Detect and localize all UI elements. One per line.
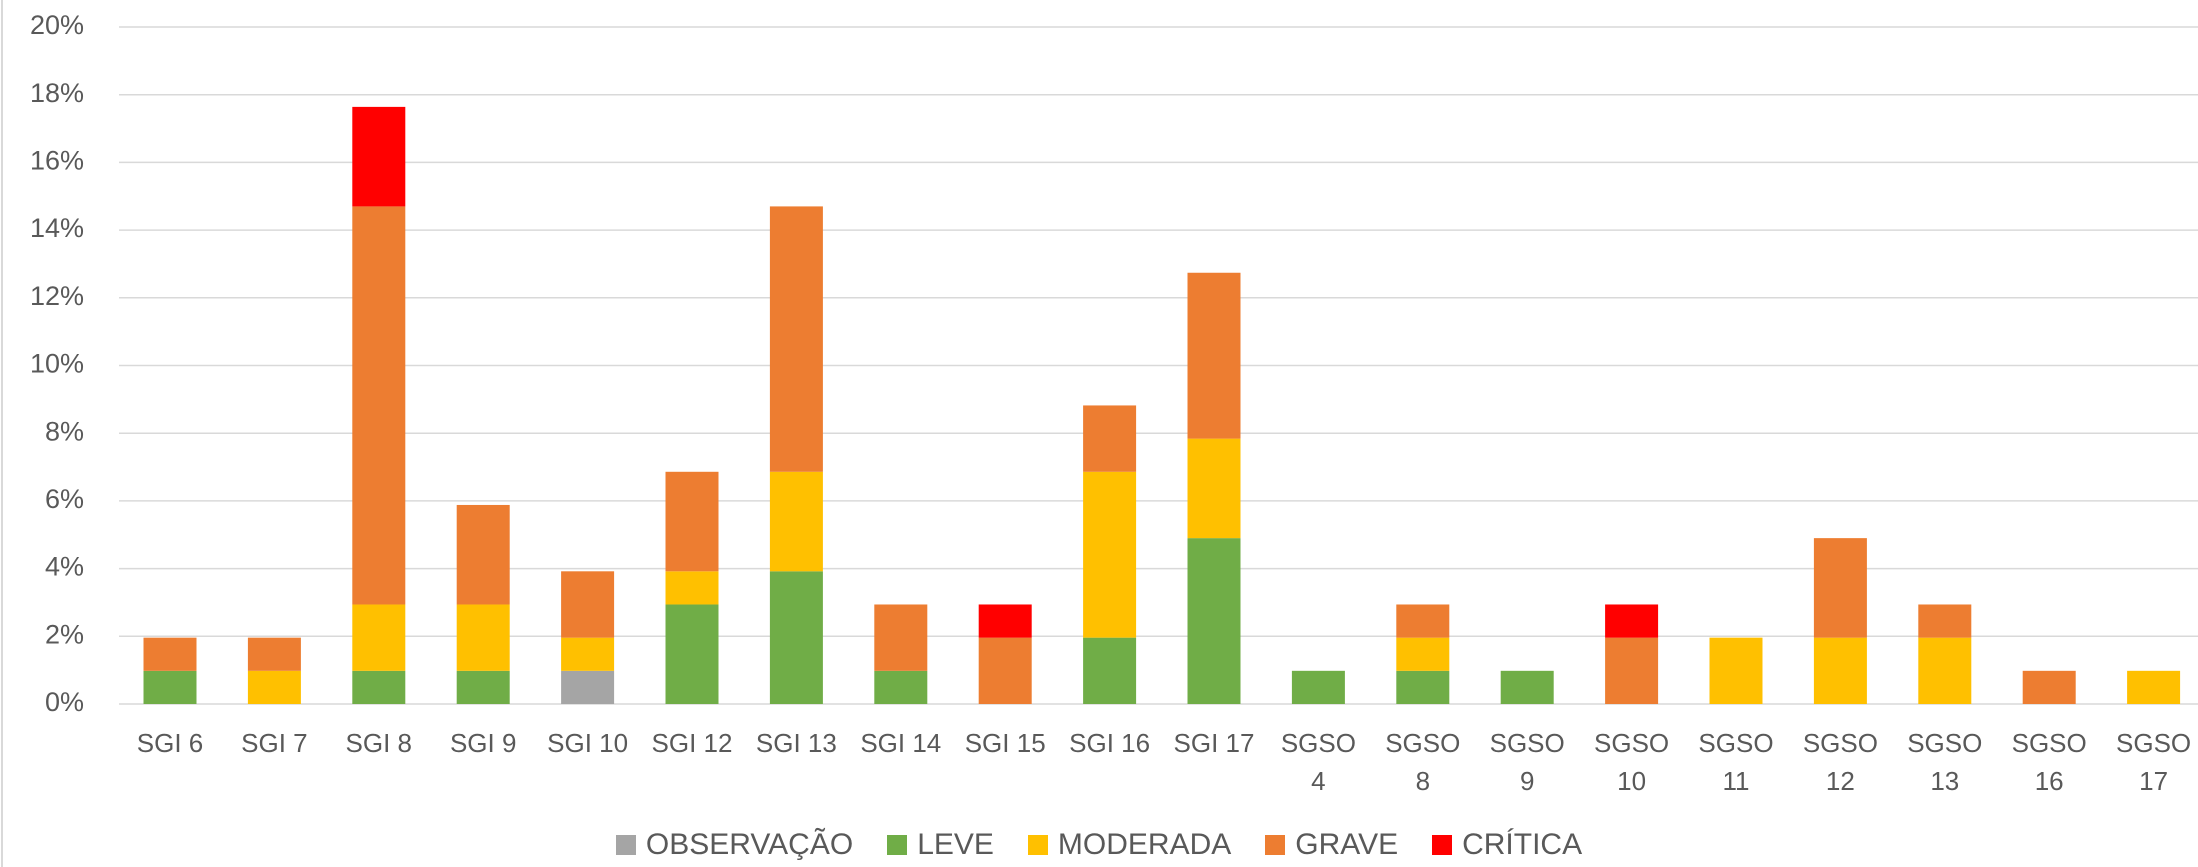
legend-swatch: [1027, 835, 1048, 855]
y-tick-label: 10%: [30, 349, 84, 379]
legend-item: LEVE: [887, 828, 994, 862]
legend-swatch: [1265, 835, 1286, 855]
bar-segment: [1291, 670, 1345, 704]
x-tick-label: SGSO 13: [1907, 728, 1983, 796]
legend-item: OBSERVAÇÃO: [615, 828, 854, 862]
x-tick-label: SGI 9: [449, 728, 517, 758]
x-tick-label: SGI 7: [241, 728, 308, 758]
x-tick-label: SGI 15: [964, 728, 1046, 758]
bar-segment: [1396, 604, 1450, 638]
bar-segment: [247, 637, 301, 671]
bar-segment: [1709, 637, 1763, 704]
y-tick-label: 0%: [45, 687, 84, 717]
legend-label: LEVE: [917, 828, 994, 861]
bar-segment: [1187, 538, 1241, 704]
bar-segment: [1187, 438, 1241, 539]
x-tick-label: SGI 8: [345, 728, 413, 758]
x-tick-label: SGI 13: [755, 728, 837, 758]
y-tick-label: 14%: [30, 213, 84, 243]
bar-segment: [2127, 670, 2181, 704]
y-tick-label: 2%: [45, 619, 84, 649]
x-tick-label: SGSO 12: [1802, 728, 1878, 796]
bar-segment: [978, 604, 1032, 638]
y-tick-label: 18%: [30, 78, 84, 108]
bar-segment: [352, 670, 406, 704]
bar-segment: [352, 106, 406, 207]
x-tick-label: SGSO 17: [2116, 728, 2192, 796]
bar-segment: [1083, 637, 1137, 704]
bar-segment: [1813, 538, 1867, 638]
x-tick-label: SGSO 10: [1594, 728, 1670, 796]
x-tick-label: SGI 14: [860, 728, 942, 758]
x-tick-label: SGSO 16: [2011, 728, 2087, 796]
bar-segment: [1083, 405, 1137, 472]
bar-segment: [1187, 272, 1241, 439]
bar-segment: [561, 571, 615, 638]
bar-segment: [769, 571, 823, 704]
y-tick-label: 4%: [45, 552, 84, 582]
bar-segment: [561, 637, 615, 671]
y-tick-label: 12%: [30, 281, 84, 311]
legend-label: GRAVE: [1295, 828, 1399, 861]
bar-segment: [1396, 637, 1450, 671]
bar-segment: [352, 604, 406, 671]
bar-segment: [1605, 604, 1659, 638]
bar-segment: [1500, 670, 1554, 704]
bar-segment: [456, 604, 510, 671]
bar-segment: [2022, 670, 2076, 704]
bar-segment: [665, 604, 719, 704]
bar-segment: [665, 571, 719, 605]
bar-segment: [456, 670, 510, 704]
y-tick-label: 6%: [45, 484, 84, 514]
legend-swatch: [887, 835, 908, 855]
bar-segment: [1813, 637, 1867, 704]
legend-label: CRÍTICA: [1462, 828, 1583, 861]
x-tick-label: SGSO 9: [1489, 728, 1565, 796]
x-tick-label: SGSO 8: [1385, 728, 1461, 796]
y-tick-label: 16%: [30, 146, 84, 176]
legend-item: MODERADA: [1027, 828, 1232, 862]
bar-segment: [874, 604, 928, 671]
x-tick-label: SGI 10: [547, 728, 629, 758]
bar-segment: [1396, 670, 1450, 704]
legend-swatch: [1432, 835, 1453, 855]
bar-segment: [1083, 471, 1137, 638]
bar-segment: [247, 670, 301, 704]
bar-segment: [769, 471, 823, 572]
bar-segment: [1918, 637, 1972, 704]
x-tick-label: SGI 17: [1173, 728, 1255, 758]
bar-segment: [143, 670, 197, 704]
legend-item: GRAVE: [1265, 828, 1398, 862]
bar-segment: [769, 206, 823, 472]
bar-segment: [561, 670, 615, 704]
bar-segment: [456, 504, 510, 605]
x-tick-label: SGI 6: [136, 728, 204, 758]
legend-swatch: [615, 835, 636, 855]
bar-segment: [1605, 637, 1659, 704]
bar-segment: [665, 471, 719, 572]
x-tick-label: SGI 12: [651, 728, 733, 758]
bar-segment: [1918, 604, 1972, 638]
bar-segment: [143, 637, 197, 671]
legend: OBSERVAÇÃO LEVE MODERADA GRAVE CRÍTICA: [0, 828, 2198, 862]
y-tick-label: 8%: [45, 416, 84, 446]
legend-label: OBSERVAÇÃO: [645, 828, 854, 861]
bar-segment: [874, 670, 928, 704]
x-tick-label: SGI 16: [1069, 728, 1151, 758]
y-tick-label: 20%: [30, 10, 84, 40]
legend-item: CRÍTICA: [1432, 828, 1582, 862]
bar-segment: [978, 637, 1032, 704]
legend-label: MODERADA: [1057, 828, 1232, 861]
x-tick-label: SGSO 4: [1280, 728, 1356, 796]
x-tick-label: SGSO 11: [1698, 728, 1774, 796]
bar-segment: [352, 206, 406, 605]
